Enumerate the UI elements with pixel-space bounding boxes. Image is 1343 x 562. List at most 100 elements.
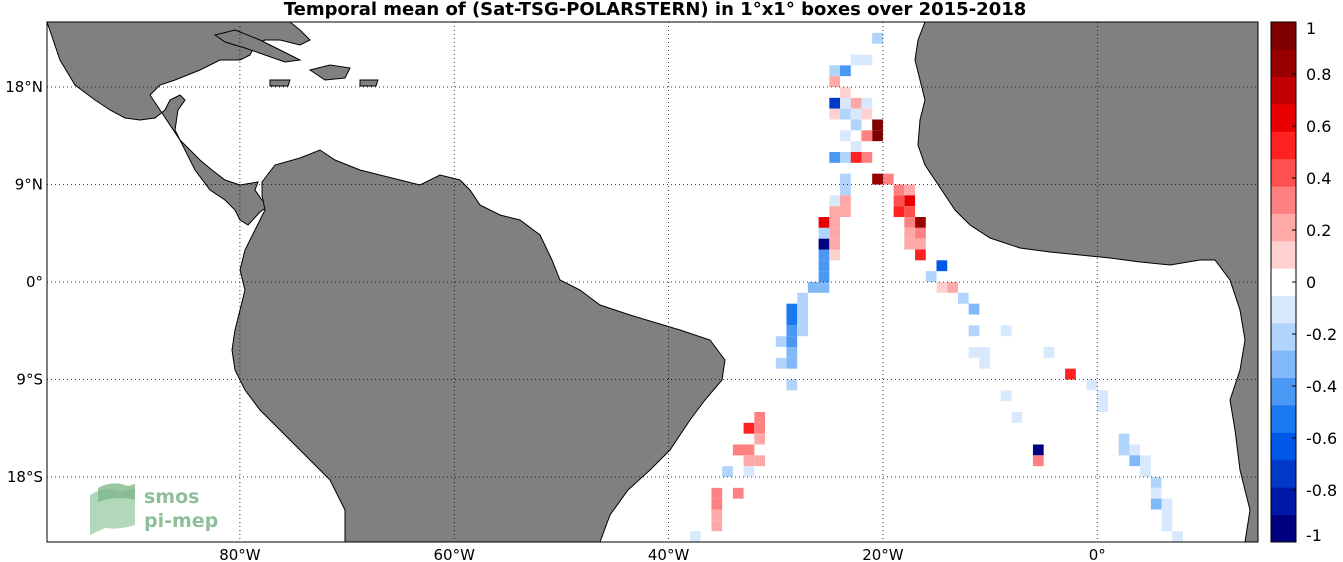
africa-land	[914, 21, 1259, 543]
data-cell	[904, 206, 916, 217]
colorbar-tick-label: 0.2	[1306, 221, 1331, 240]
data-cell	[754, 412, 766, 423]
data-cell	[904, 238, 916, 250]
data-cell	[936, 282, 948, 293]
longitude-tick-label: 40°W	[648, 546, 690, 562]
logo-waves-icon-back	[98, 483, 135, 502]
colorbar-segment	[1271, 514, 1296, 543]
data-cell	[1043, 347, 1055, 358]
data-cell	[1161, 520, 1173, 532]
colorbar-segment	[1271, 323, 1296, 351]
colorbar-tick-label: -0.2	[1306, 325, 1337, 344]
data-cell	[850, 119, 862, 131]
data-cell	[925, 271, 937, 282]
colorbar-labels: 1 0.8 0.6 0.4 0.2 0 -0.2 -0.4 -0.6 -0.8 -1	[1292, 19, 1337, 545]
data-cell	[861, 108, 873, 120]
graticule	[47, 22, 1258, 542]
data-cell	[732, 444, 744, 456]
data-cell	[968, 325, 980, 337]
data-cell	[979, 357, 991, 369]
data-cell	[1140, 466, 1151, 477]
data-cell	[1097, 401, 1108, 412]
data-cell	[797, 303, 808, 315]
data-cell	[840, 65, 851, 77]
colorbar-segment	[1271, 405, 1296, 433]
data-cell	[850, 97, 862, 109]
data-cell	[797, 314, 808, 326]
data-cell	[872, 130, 883, 142]
map-title: Temporal mean of (Sat-TSG-POLARSTERN) in…	[283, 0, 1027, 20]
colorbar-segment	[1271, 240, 1296, 269]
colorbar-tick-label: 1	[1306, 19, 1316, 38]
data-cell	[786, 379, 798, 391]
data-cell	[829, 227, 841, 239]
data-cell	[829, 97, 841, 109]
colorbar-segment	[1271, 131, 1296, 160]
data-cell	[818, 217, 830, 228]
data-cell	[829, 76, 841, 87]
data-cell	[915, 238, 926, 250]
data-cell	[840, 87, 851, 98]
colorbar-tick-label: -1	[1306, 526, 1322, 545]
data-cell	[818, 282, 830, 293]
data-cell	[829, 152, 841, 163]
data-cell	[711, 520, 723, 532]
land-masses	[46, 21, 1259, 543]
data-cell	[743, 455, 755, 467]
data-cell	[818, 238, 830, 250]
data-cell	[1000, 325, 1012, 337]
data-cell	[743, 466, 755, 477]
latitude-tick-label: 18°N	[5, 78, 43, 96]
data-cell	[818, 227, 830, 239]
colorbar-tick-label: 0.8	[1306, 65, 1331, 84]
data-cell	[850, 108, 862, 120]
logo-line1: smos	[144, 486, 199, 508]
data-cell	[1129, 455, 1141, 467]
data-cell	[850, 152, 862, 163]
data-cell	[872, 119, 883, 131]
colorbar-segment	[1271, 459, 1296, 488]
data-cell	[818, 271, 830, 282]
data-cell	[829, 238, 841, 250]
smos-pimep-logo: smos pi-mep	[90, 483, 218, 535]
data-cell	[829, 206, 841, 217]
data-cell	[743, 444, 755, 456]
data-cell	[840, 97, 851, 109]
data-cell	[840, 184, 851, 196]
data-cell	[711, 498, 723, 510]
data-cells	[690, 32, 1183, 542]
data-cell	[861, 97, 873, 109]
data-cell	[829, 195, 841, 207]
map-frame	[46, 21, 1259, 543]
south-america-land	[231, 149, 726, 543]
data-cell	[807, 282, 819, 293]
data-cell	[797, 325, 808, 337]
data-cell	[957, 292, 969, 304]
longitude-tick-label: 60°W	[434, 546, 476, 562]
data-cell	[947, 282, 958, 293]
hispaniola-island	[308, 64, 351, 81]
data-cell	[850, 54, 862, 66]
data-cell	[904, 227, 916, 239]
colorbar-segment	[1271, 295, 1296, 324]
data-cell	[872, 32, 883, 44]
data-cell	[915, 217, 926, 228]
data-cell	[840, 108, 851, 120]
data-cell	[1150, 477, 1162, 488]
data-cell	[797, 292, 808, 304]
data-cell	[1118, 433, 1130, 445]
longitude-labels: 80°W 60°W 40°W 20°W 0°	[219, 546, 1106, 562]
data-cell	[1150, 498, 1162, 510]
longitude-tick-label: 20°W	[862, 546, 904, 562]
colorbar-segment	[1271, 268, 1296, 296]
puerto-rico-island	[359, 79, 379, 87]
data-cell	[861, 152, 873, 163]
cuba-island	[213, 29, 302, 63]
data-cell	[979, 347, 991, 358]
colorbar-segment	[1271, 76, 1296, 105]
colorbar-segment	[1271, 104, 1296, 132]
data-cell	[882, 173, 894, 185]
colorbar-tick-label: -0.8	[1306, 481, 1337, 500]
data-cell	[968, 347, 980, 358]
